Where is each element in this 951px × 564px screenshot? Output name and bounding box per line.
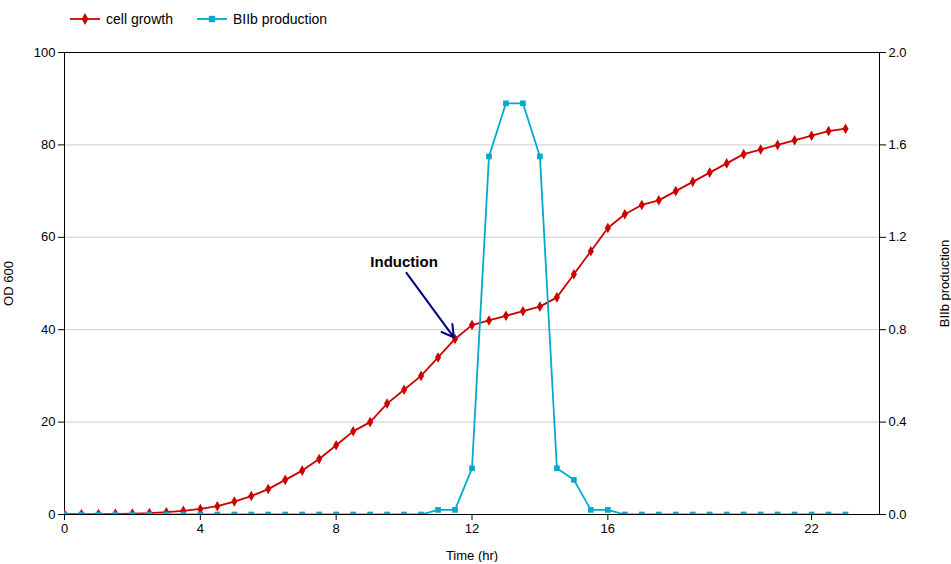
svg-text:20: 20 [41, 414, 55, 429]
svg-text:40: 40 [41, 322, 55, 337]
html-text:BIIb production: BIIb production [232, 11, 328, 27]
svg-text:1.6: 1.6 [889, 137, 907, 152]
svg-text:22: 22 [804, 521, 818, 536]
svg-text:Time (hr): Time (hr) [446, 548, 498, 563]
svg-text:0.4: 0.4 [889, 414, 907, 429]
svg-text:Induction: Induction [370, 253, 438, 270]
svg-text:0.8: 0.8 [889, 322, 907, 337]
svg-text:80: 80 [41, 137, 55, 152]
svg-text:OD 600: OD 600 [1, 261, 16, 306]
svg-text:100: 100 [34, 45, 56, 60]
svg-text:12: 12 [465, 521, 479, 536]
svg-text:1.2: 1.2 [889, 229, 907, 244]
svg-text:0: 0 [48, 507, 55, 522]
svg-text:2.0: 2.0 [889, 45, 907, 60]
svg-text:16: 16 [601, 521, 615, 536]
svg-text:0.0: 0.0 [889, 507, 907, 522]
svg-text:BIIb production: BIIb production [937, 240, 951, 327]
svg-text:4: 4 [197, 521, 204, 536]
svg-text:0: 0 [61, 521, 68, 536]
svg-text:8: 8 [333, 521, 340, 536]
html-text:cell growth: cell growth [106, 11, 173, 27]
svg-text:60: 60 [41, 229, 55, 244]
